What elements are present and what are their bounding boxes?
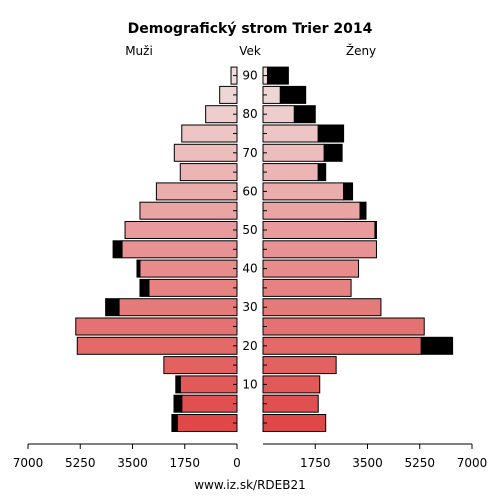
- x-tick-label: 5250: [65, 456, 96, 470]
- bar-women-20-24: [262, 336, 422, 355]
- bar-women-30-34: [262, 298, 382, 317]
- x-tick-label: 3500: [352, 456, 383, 470]
- x-tick-label: 0: [233, 456, 241, 470]
- bar-women-75-79: [262, 124, 319, 143]
- bar-men-45-49: [121, 240, 238, 259]
- right-series-label: Ženy: [346, 43, 376, 58]
- bar-men-5-9: [181, 394, 238, 413]
- bar-men-excess-40-44: [136, 259, 141, 278]
- age-tick-label: 50: [242, 223, 257, 237]
- bar-men-55-59: [139, 201, 238, 220]
- bar-women-65-69: [262, 163, 319, 182]
- bar-men-65-69: [179, 163, 238, 182]
- x-tick-label: 5250: [404, 456, 435, 470]
- bar-women-50-54: [262, 221, 376, 239]
- age-tick-label: 80: [242, 107, 257, 121]
- age-tick-label: 90: [242, 69, 257, 83]
- bar-women-excess-80-84: [293, 105, 316, 124]
- bar-women-excess-85-89: [279, 85, 307, 104]
- bar-women-0-4: [262, 414, 327, 432]
- bars-group: [75, 66, 454, 432]
- bar-men-excess-30-34: [105, 298, 120, 317]
- axes-group: 10 20 30 40 50 60 70 80 90 7000 5250 3500 1750 0 1750 3…: [13, 69, 488, 470]
- bar-women-35-39: [262, 278, 352, 297]
- bar-women-excess-65-69: [317, 163, 327, 182]
- bar-women-80-84: [262, 105, 295, 124]
- bar-women-excess-60-64: [343, 182, 354, 201]
- bar-women-45-49: [262, 240, 377, 259]
- bar-women-40-44: [262, 259, 360, 278]
- bar-men-50-54: [124, 221, 238, 239]
- bar-men-40-44: [139, 259, 238, 278]
- bar-men-excess-10-14: [175, 375, 181, 394]
- left-series-label: Muži: [125, 44, 153, 58]
- bar-men-75-79: [181, 124, 238, 143]
- bar-men-30-34: [118, 298, 238, 317]
- bar-women-25-29: [262, 317, 425, 336]
- x-tick-label: 7000: [13, 456, 44, 470]
- age-tick-label: 70: [242, 146, 257, 160]
- bar-men-excess-0-4: [171, 414, 178, 432]
- age-tick-label: 30: [242, 300, 257, 314]
- bar-women-excess-55-59: [359, 201, 367, 220]
- bar-women-70-74: [262, 143, 325, 162]
- bar-women-excess-20-24: [420, 336, 454, 355]
- bar-women-10-14: [262, 375, 321, 394]
- bar-women-excess-90+: [266, 66, 289, 85]
- bar-men-20-24: [76, 336, 238, 355]
- x-tick-label: 7000: [457, 456, 488, 470]
- bar-men-excess-5-9: [173, 394, 183, 413]
- age-tick-label: 20: [242, 339, 257, 353]
- x-tick-label: 1750: [169, 456, 200, 470]
- bar-women-excess-70-74: [323, 143, 343, 162]
- age-tick-label: 40: [242, 262, 257, 276]
- footer-source: www.iz.sk/RDEB21: [194, 478, 306, 492]
- x-tick-label: 3500: [117, 456, 148, 470]
- age-axis-label: Vek: [239, 44, 261, 58]
- bar-women-excess-50-54: [374, 221, 377, 239]
- bar-men-35-39: [148, 278, 238, 297]
- bar-women-55-59: [262, 201, 361, 220]
- bar-women-5-9: [262, 394, 319, 413]
- bar-men-10-14: [179, 375, 238, 394]
- bar-men-0-4: [176, 414, 238, 432]
- bar-men-60-64: [155, 182, 238, 201]
- bar-men-15-19: [163, 356, 238, 375]
- bar-men-excess-45-49: [112, 240, 123, 259]
- bar-men-excess-35-39: [139, 278, 150, 297]
- age-tick-label: 10: [242, 377, 257, 391]
- bar-women-60-64: [262, 182, 345, 201]
- bar-women-15-19: [262, 356, 337, 375]
- bar-men-25-29: [75, 317, 238, 336]
- chart-title: Demografický strom Trier 2014: [128, 21, 373, 37]
- x-tick-label: 1750: [300, 456, 331, 470]
- bar-men-80-84: [205, 105, 238, 124]
- bar-men-70-74: [173, 143, 238, 162]
- age-tick-label: 60: [242, 184, 257, 198]
- bar-women-excess-75-79: [317, 124, 345, 143]
